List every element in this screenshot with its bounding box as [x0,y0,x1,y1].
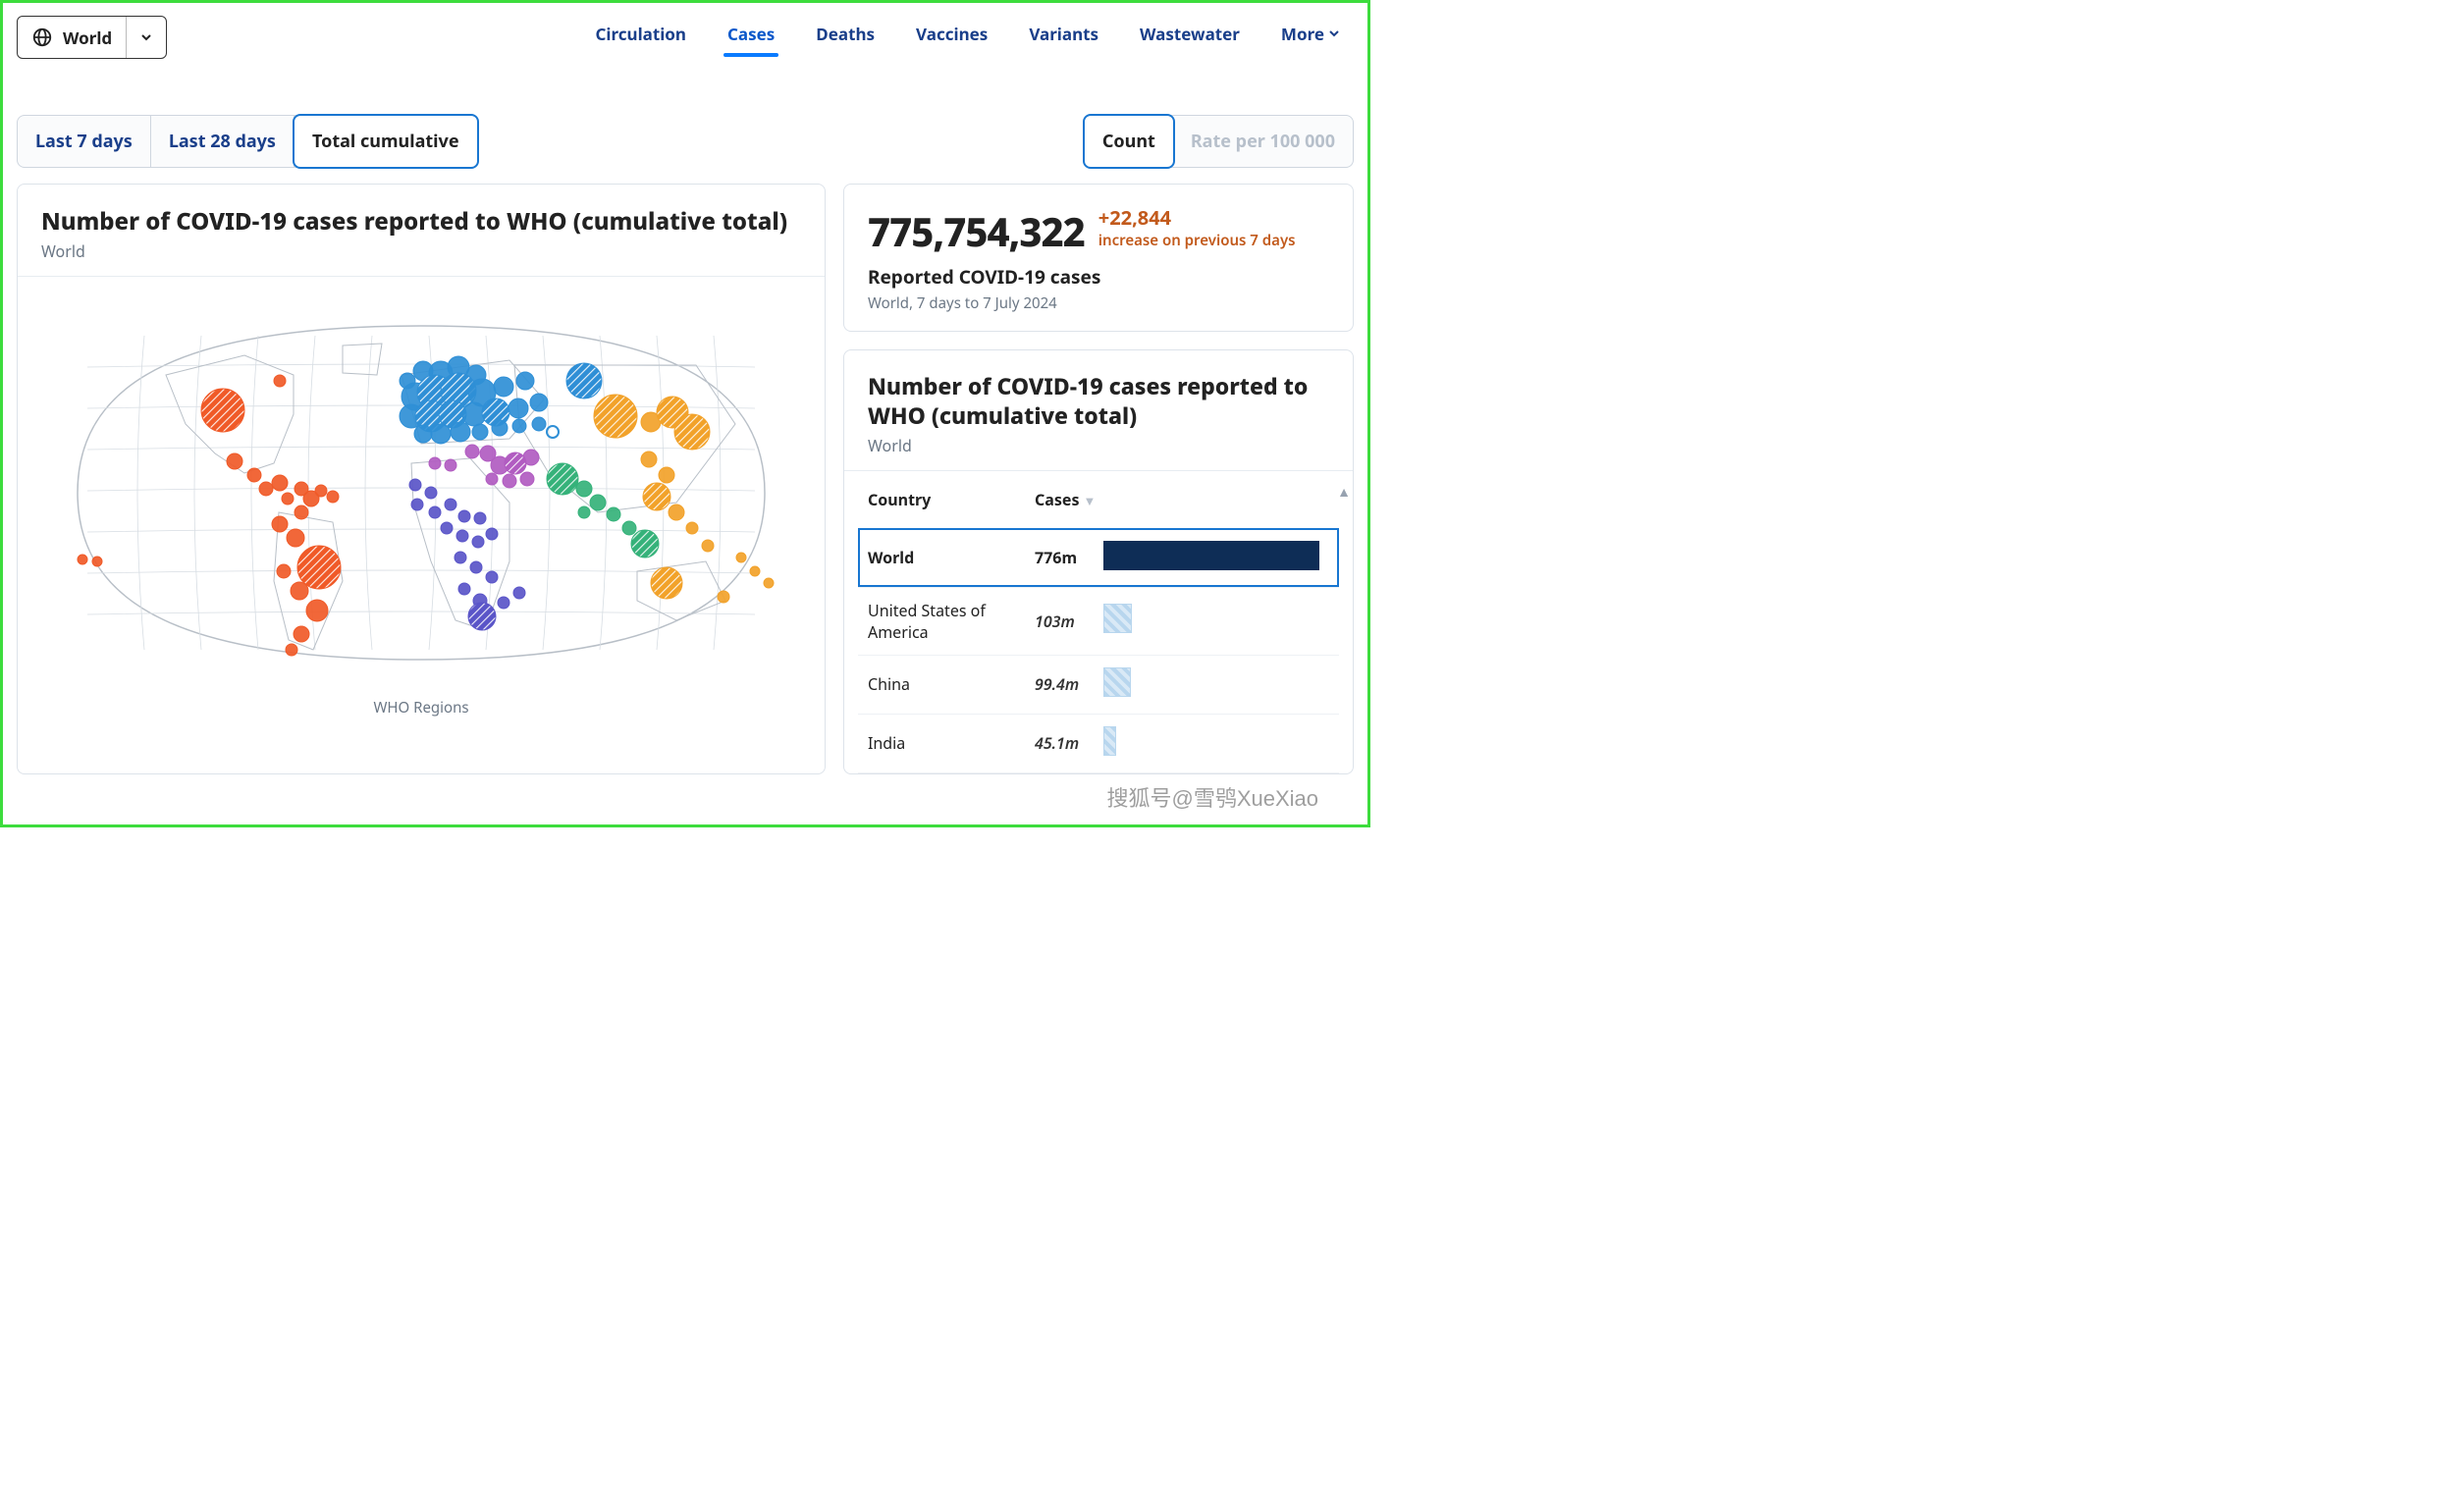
stat-label: Reported COVID-19 cases [868,264,1329,290]
region-selector-caret[interactable] [126,17,166,58]
table-row[interactable]: United States of America 103m [858,587,1339,655]
table-wrap: ▲ Country Cases▼ World 776m United State… [844,470,1353,773]
chevron-down-icon [140,31,152,43]
cell-cases: 103m [1025,587,1094,655]
stat-context: World, 7 days to 7 July 2024 [868,293,1329,313]
map-panel: Number of COVID-19 cases reported to WHO… [17,184,826,774]
stat-card: 775,754,322 +22,844 increase on previous… [843,184,1354,332]
table-panel-title: Number of COVID-19 cases reported to WHO… [868,372,1329,431]
globe-icon [31,27,53,48]
cell-bar [1094,714,1339,772]
nav-tab-cases[interactable]: Cases [727,17,775,59]
watermark-text: 搜狐号@雪鸮XueXiao [1106,781,1318,813]
time-filter: Last 7 daysLast 28 daysTotal cumulative [17,115,478,168]
region-selector-label: World [63,27,112,49]
right-column: 775,754,322 +22,844 increase on previous… [843,184,1354,774]
scroll-up-icon[interactable]: ▲ [1337,483,1351,502]
table-panel-header: Number of COVID-19 cases reported to WHO… [844,350,1353,470]
sort-desc-icon: ▼ [1083,492,1096,509]
topbar: World Circulation Cases Deaths Vaccines Vari… [3,3,1367,62]
cell-country: World [858,528,1025,587]
cell-bar [1094,655,1339,714]
nav-tab-wastewater[interactable]: Wastewater [1140,17,1240,59]
chevron-down-icon [1328,27,1340,39]
map-panel-header: Number of COVID-19 cases reported to WHO… [18,185,825,276]
stat-delta: +22,844 increase on previous 7 days [1098,204,1296,250]
filter-row: Last 7 daysLast 28 daysTotal cumulative … [3,62,1367,178]
map-caption: WHO Regions [37,698,805,731]
nav-tabs: Circulation Cases Deaths Vaccines Variants Wa… [596,17,1355,59]
stat-delta-value: +22,844 [1098,204,1296,231]
cell-cases: 45.1m [1025,714,1094,772]
col-country[interactable]: Country [858,471,1025,529]
map-panel-title: Number of COVID-19 cases reported to WHO… [41,206,801,237]
table-row[interactable]: World 776m [858,528,1339,587]
nav-tab-vaccines[interactable]: Vaccines [916,17,988,59]
cell-cases: 776m [1025,528,1094,587]
nav-tab-circulation[interactable]: Circulation [596,17,686,59]
cell-cases: 99.4m [1025,655,1094,714]
map-panel-subtitle: World [41,240,801,262]
seg-rate-per-100-000: Rate per 100 000 [1173,116,1353,167]
stat-main: 775,754,322 +22,844 increase on previous… [868,204,1329,258]
seg-count[interactable]: Count [1083,114,1175,169]
cell-country: India [858,714,1025,772]
col-cases[interactable]: Cases▼ [1025,471,1339,529]
table-row[interactable]: India 45.1m [858,714,1339,772]
table-panel: Number of COVID-19 cases reported to WHO… [843,349,1354,774]
table-panel-subtitle: World [868,435,1329,456]
nav-tab-deaths[interactable]: Deaths [816,17,875,59]
cell-bar [1094,587,1339,655]
cell-bar [1094,528,1339,587]
cases-table: Country Cases▼ World 776m United States … [858,471,1339,773]
nav-tab-variants[interactable]: Variants [1029,17,1098,59]
stat-delta-text: increase on previous 7 days [1098,231,1296,250]
measure-filter: CountRate per 100 000 [1084,115,1354,168]
cell-country: China [858,655,1025,714]
region-selector-main[interactable]: World [18,27,126,49]
stat-number: 775,754,322 [868,204,1085,258]
region-selector[interactable]: World [17,16,167,59]
table-row[interactable]: China 99.4m [858,655,1339,714]
world-map-svg [48,306,794,679]
nav-more[interactable]: More [1281,17,1340,59]
seg-total-cumulative[interactable]: Total cumulative [293,114,479,169]
map-area[interactable]: WHO Regions [18,276,825,741]
cell-country: United States of America [858,587,1025,655]
seg-last-28-days[interactable]: Last 28 days [151,116,295,167]
seg-last-7-days[interactable]: Last 7 days [18,116,151,167]
content-area: Number of COVID-19 cases reported to WHO… [3,178,1367,774]
